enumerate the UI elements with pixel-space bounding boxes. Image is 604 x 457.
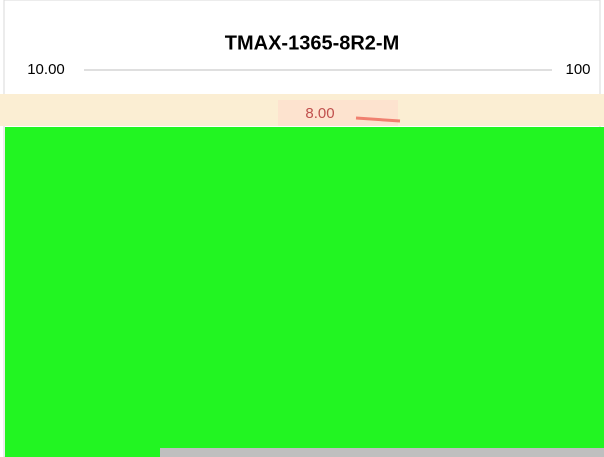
series-line [355, 116, 401, 123]
right-axis-label: 100 [565, 61, 590, 78]
scrollbar [160, 448, 604, 457]
label-box [278, 100, 398, 126]
chart-title: TMAX-1365-8R2-M [225, 32, 399, 54]
left-axis-label: 10.00 [27, 61, 65, 78]
artifact-region [5, 127, 604, 457]
annotation-label: 8.00 [305, 105, 334, 122]
